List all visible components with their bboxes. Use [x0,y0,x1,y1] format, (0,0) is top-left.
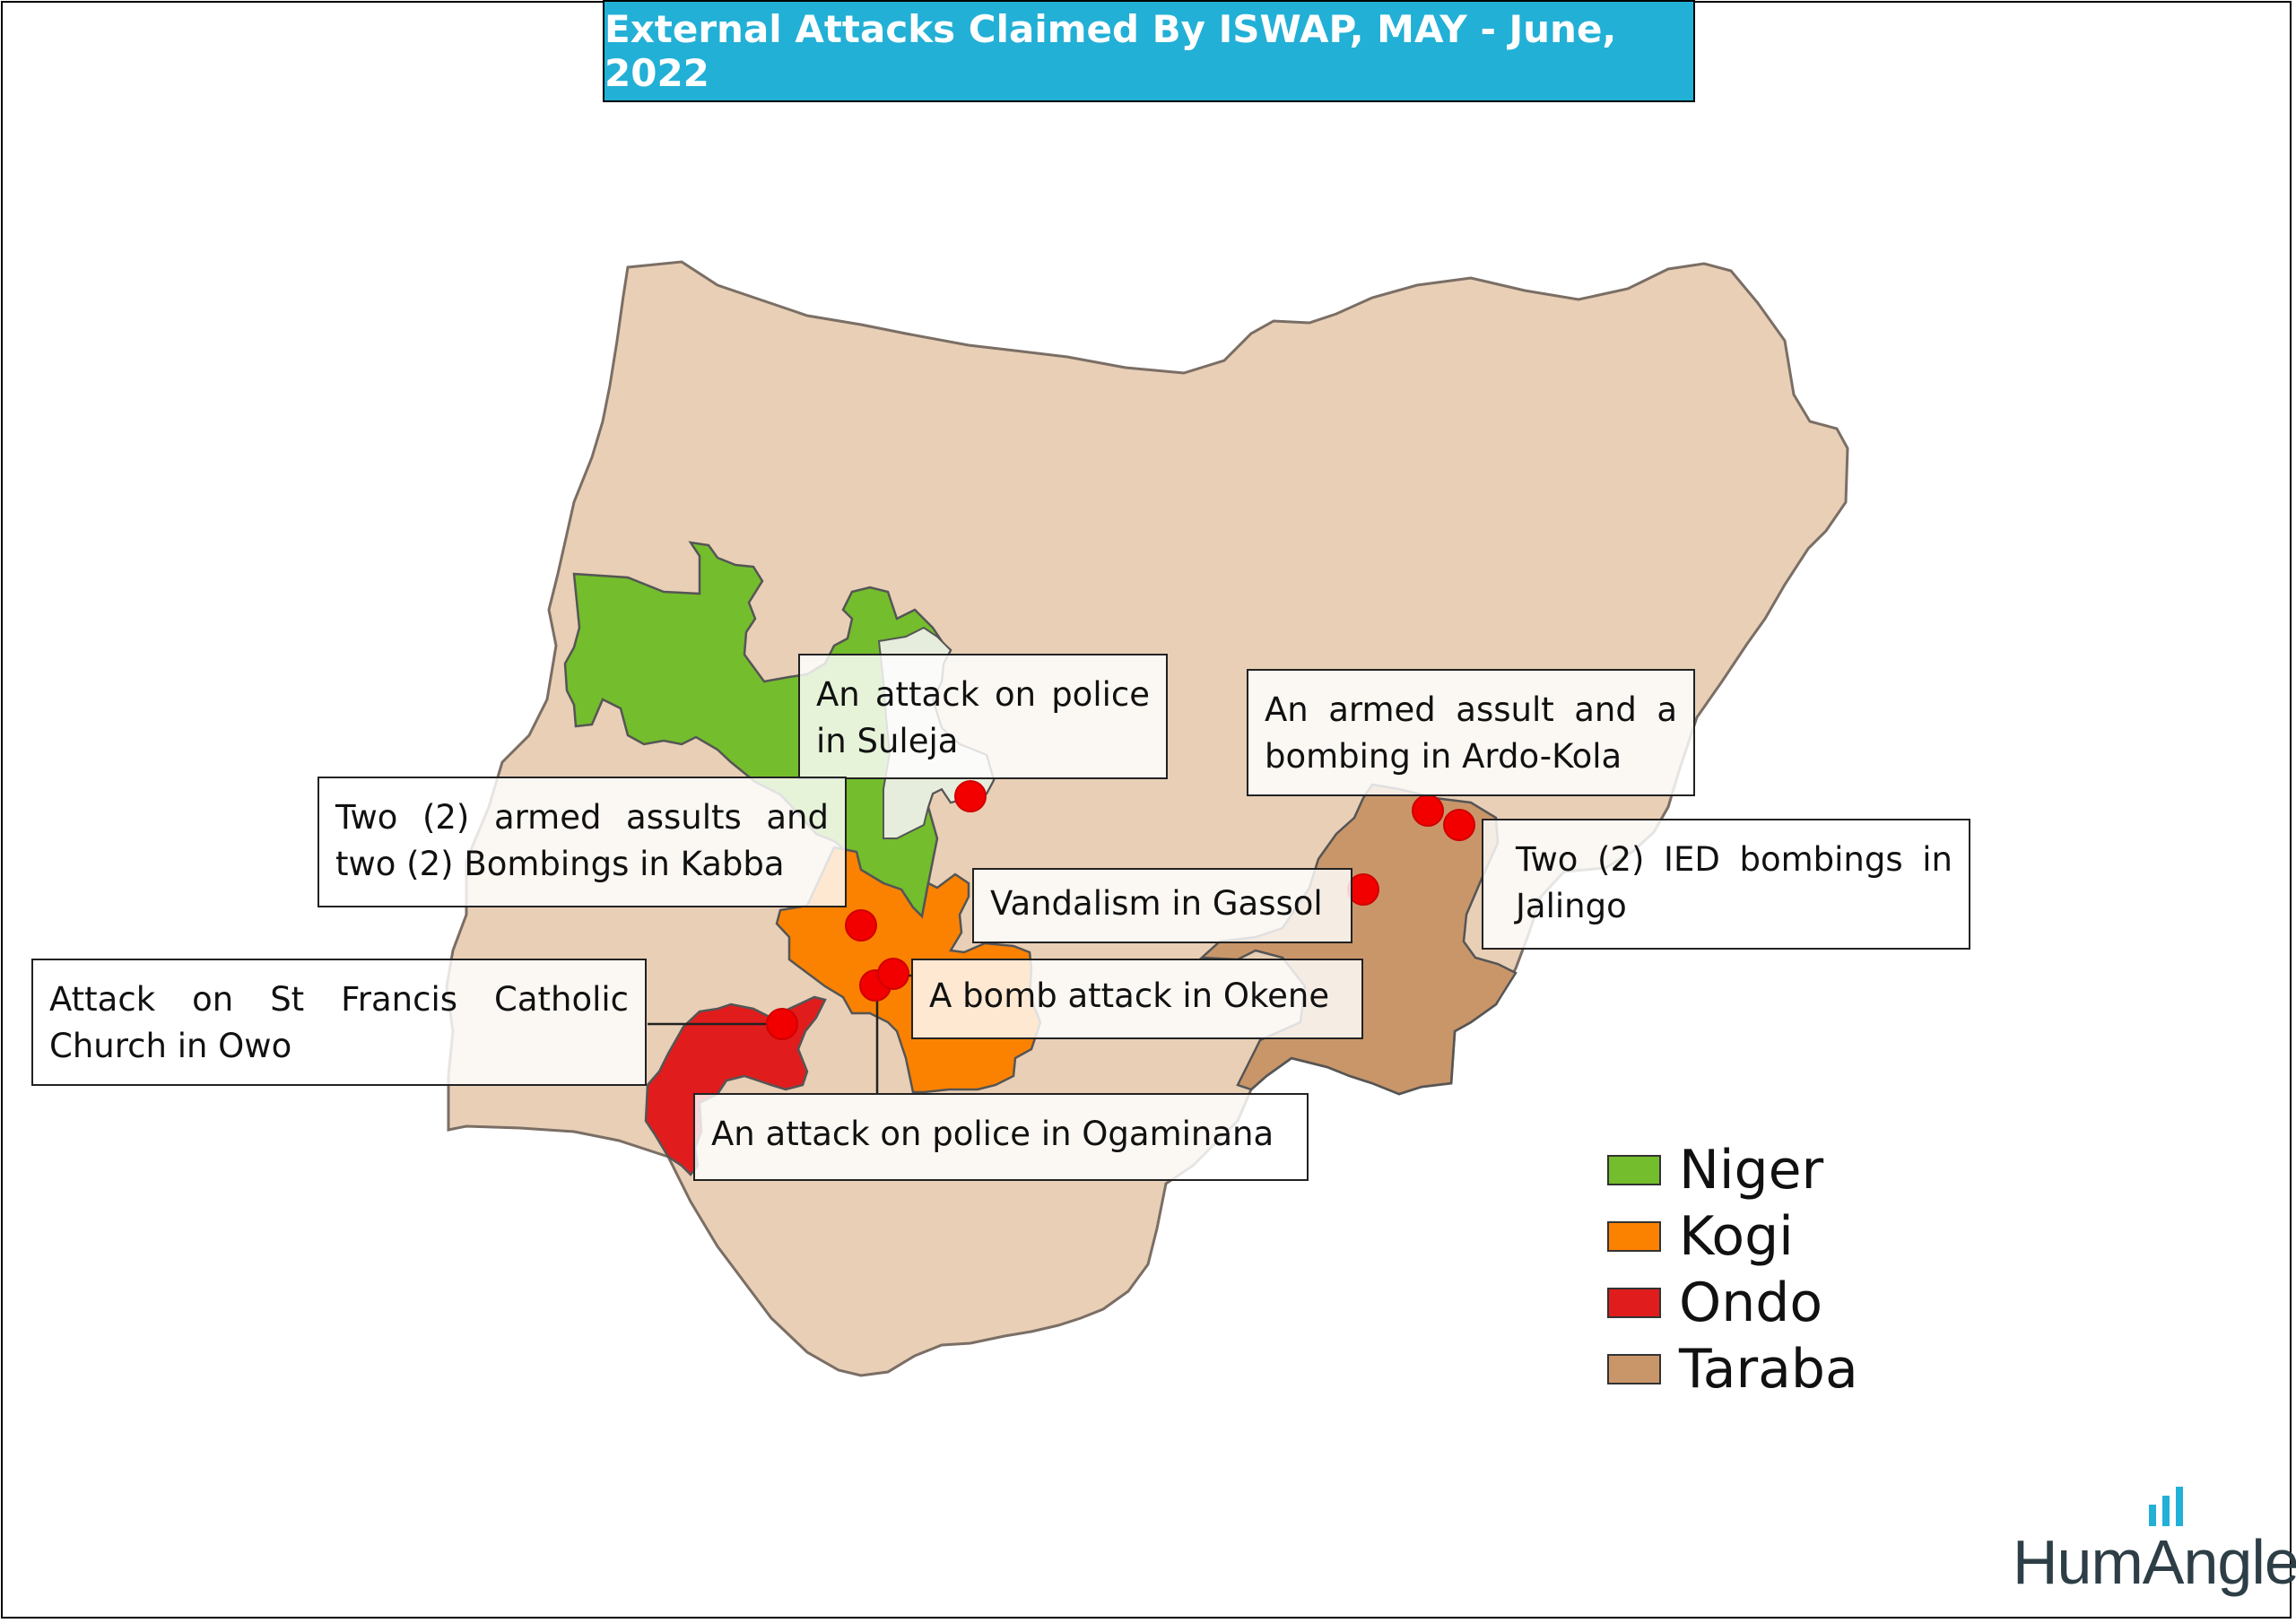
callout-okene-text: A bomb attack in Okene [929,976,1330,1015]
attack-point-kabba [845,909,877,942]
callout-suleja-text: An attack on police in Suleja [816,675,1150,760]
legend-item-niger: Niger [1607,1137,1858,1203]
attack-point-ardo-kola-2 [1443,809,1475,841]
legend-swatch-ondo [1607,1288,1661,1318]
legend-swatch-taraba [1607,1354,1661,1384]
attack-point-owo [766,1008,798,1040]
callout-ardo-kola-text: An armed assult and a bombing in Ardo-Ko… [1265,690,1677,776]
callout-gassol-text: Vandalism in Gassol [990,884,1323,923]
callout-okene: A bomb attack in Okene [911,959,1363,1039]
logo-text: HumAngle [2013,1527,2296,1597]
bar-chart-icon [2149,1487,2189,1526]
callout-kabba: Two (2) armed assults and two (2) Bombin… [317,777,847,907]
legend-item-taraba: Taraba [1607,1336,1858,1402]
callout-jalingo: Two (2) IED bombings in Jalingo [1482,819,1970,950]
attack-point-gassol [1347,873,1379,906]
legend-label-ondo: Ondo [1679,1271,1823,1334]
legend-label-niger: Niger [1679,1139,1824,1202]
callout-ardo-kola: An armed assult and a bombing in Ardo-Ko… [1247,669,1695,796]
callout-kabba-text: Two (2) armed assults and two (2) Bombin… [335,798,829,883]
legend: Niger Kogi Ondo Taraba [1607,1137,1858,1402]
callout-ogaminana: An attack on police in Ogaminana [693,1093,1309,1181]
callout-ogaminana-text: An attack on police in Ogaminana [711,1115,1274,1153]
callout-gassol: Vandalism in Gassol [972,868,1352,943]
attack-point-okene [877,958,909,990]
callout-owo: Attack on St Francis Catholic Church in … [31,959,647,1086]
legend-swatch-niger [1607,1155,1661,1185]
legend-item-ondo: Ondo [1607,1270,1858,1336]
legend-label-taraba: Taraba [1679,1338,1858,1401]
callout-jalingo-text: Two (2) IED bombings in Jalingo [1516,840,1952,925]
map-title: External Attacks Claimed By ISWAP, MAY -… [604,7,1617,95]
legend-swatch-kogi [1607,1221,1661,1252]
attack-point-suleja [954,780,987,812]
callout-owo-text: Attack on St Francis Catholic Church in … [49,980,629,1065]
attack-point-ardo-kola-1 [1412,794,1444,827]
humangle-logo: HumAngle [2013,1480,2296,1597]
callout-suleja: An attack on police in Suleja [798,654,1168,779]
legend-item-kogi: Kogi [1607,1203,1858,1270]
title-banner: External Attacks Claimed By ISWAP, MAY -… [603,0,1695,102]
legend-label-kogi: Kogi [1679,1205,1794,1268]
